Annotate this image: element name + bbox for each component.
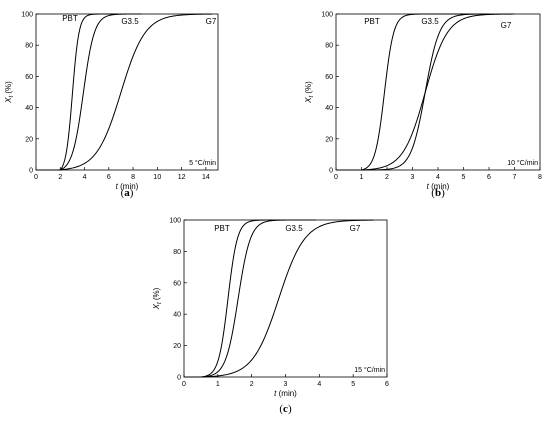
y-tick-label: 100 [169, 218, 181, 225]
series-line-g35 [36, 13, 142, 171]
series-label: G3.5 [121, 17, 139, 26]
y-tick-label: 0 [29, 168, 33, 175]
y-tick-label: 40 [325, 105, 333, 112]
series-label: G7 [501, 21, 512, 30]
plot-frame [35, 13, 219, 171]
x-tick-label: 6 [385, 381, 389, 388]
x-tick-label: 2 [385, 174, 389, 181]
x-tick-label: 6 [487, 174, 491, 181]
y-tick-label: 80 [325, 43, 333, 50]
y-axis-label: Xt (%) [4, 81, 15, 104]
series-line-pbt [36, 13, 119, 171]
x-tick-label: 0 [334, 174, 338, 181]
y-tick-label: 100 [21, 12, 33, 19]
y-tick-label: 20 [325, 136, 333, 143]
y-tick-label: 60 [173, 280, 181, 287]
x-tick-label: 6 [107, 174, 111, 181]
y-tick-label: 0 [177, 375, 181, 382]
x-tick-label: 10 [153, 174, 161, 181]
panel-label: (c) [279, 403, 292, 415]
series-line-g35 [184, 219, 316, 378]
y-tick-label: 20 [25, 136, 33, 143]
y-axis-label: Xt (%) [304, 81, 315, 104]
y-tick-label: 60 [25, 74, 33, 81]
plot-frame [183, 219, 388, 378]
x-tick-label: 2 [250, 381, 254, 388]
y-tick-label: 20 [173, 343, 181, 350]
series-line-g7 [36, 13, 212, 171]
y-tick-label: 40 [25, 105, 33, 112]
y-tick-label: 100 [321, 12, 333, 19]
series-label: PBT [214, 224, 230, 233]
panel-label: (b) [431, 187, 445, 199]
x-axis-label: t (min) [274, 389, 297, 398]
x-tick-label: 5 [351, 381, 355, 388]
series-line-g7 [336, 13, 515, 171]
y-tick-label: 60 [325, 74, 333, 81]
x-tick-label: 14 [202, 174, 210, 181]
x-tick-label: 1 [360, 174, 364, 181]
series-label: G7 [206, 17, 217, 26]
x-tick-label: 8 [538, 174, 542, 181]
series-line-g35 [336, 13, 489, 171]
series-line-pbt [184, 219, 286, 378]
heating-rate-label: 15 °C/min [354, 366, 385, 374]
series-label: G7 [350, 224, 361, 233]
x-axis-label: t (min) [427, 182, 450, 191]
y-axis-label: Xt (%) [152, 287, 163, 310]
x-tick-label: 8 [131, 174, 135, 181]
x-tick-label: 7 [513, 174, 517, 181]
x-tick-label: 3 [284, 381, 288, 388]
x-tick-label: 4 [436, 174, 440, 181]
series-label: PBT [62, 14, 78, 23]
x-tick-label: 12 [178, 174, 186, 181]
series-label: G3.5 [421, 17, 439, 26]
x-tick-label: 0 [182, 381, 186, 388]
y-tick-label: 80 [173, 249, 181, 256]
series-label: PBT [364, 17, 380, 26]
x-axis-label: t (min) [116, 182, 139, 191]
x-tick-label: 3 [411, 174, 415, 181]
x-tick-label: 0 [34, 174, 38, 181]
x-tick-label: 4 [83, 174, 87, 181]
series-line-g7 [184, 219, 374, 378]
panel-a: 0 2 4 6 8 10 12 14 0 20 40 60 80 100 t (min) Xt (%) PBT G… [4, 12, 219, 199]
x-tick-label: 2 [58, 174, 62, 181]
heating-rate-label: 10 °C/min [507, 159, 538, 167]
x-tick-label: 4 [317, 381, 321, 388]
y-tick-label: 40 [173, 312, 181, 319]
x-tick-label: 5 [462, 174, 466, 181]
x-tick-label: 1 [216, 381, 220, 388]
y-tick-label: 0 [329, 168, 333, 175]
y-tick-label: 80 [25, 43, 33, 50]
panel-label: (a) [121, 187, 134, 199]
series-label: G3.5 [285, 224, 303, 233]
heating-rate-label: 5 °C/min [189, 159, 216, 167]
